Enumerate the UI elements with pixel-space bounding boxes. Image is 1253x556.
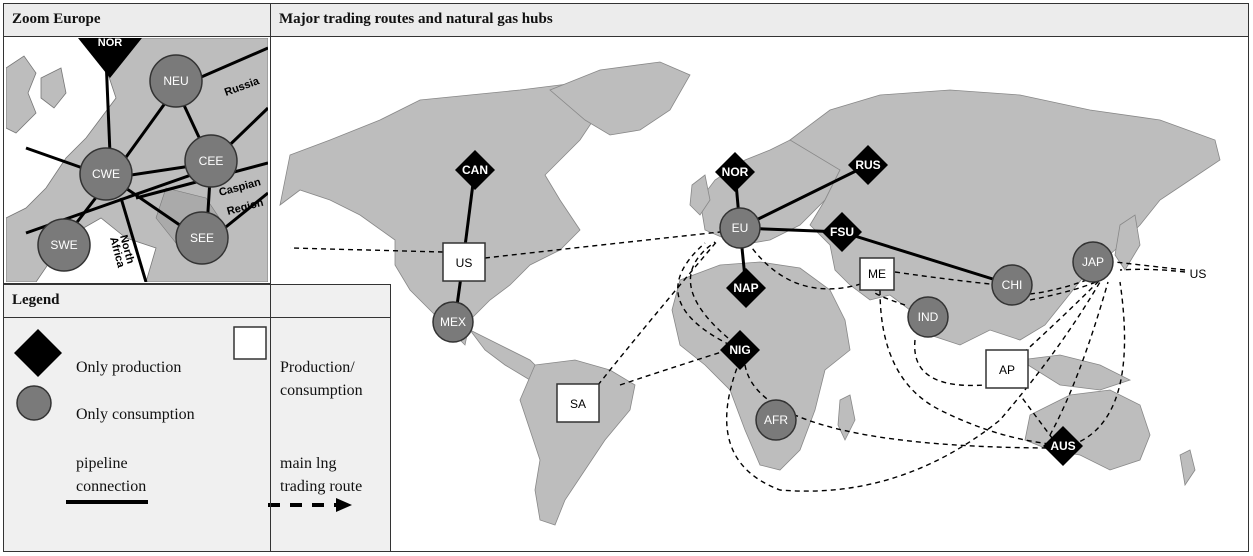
legend-lng-line2: trading route [280,478,363,495]
zoom-europe-map: NOR NEU CWE CEE SWE SEE Russia Caspian R… [6,38,268,282]
zoom-cee-node [184,134,238,188]
zoom-cwe-label: CWE [92,167,120,181]
zoom-nor-label: NOR [98,38,123,49]
zoom-swe-label: SWE [50,238,77,252]
main-map-title: Major trading routes and natural gas hub… [271,4,1248,37]
zoom-see-node [175,211,229,265]
zoom-cee-label: CEE [199,154,224,168]
legend-prodcons-square [233,326,267,360]
legend-prodcons-line2: consumption [280,382,363,399]
legend-lng-line1: main lng [280,455,337,472]
legend-only-consumption: Only consumption [76,406,195,423]
legend-lng-arrowhead [336,498,352,512]
legend-prodcons-line1: Production/ [280,359,355,376]
main-map-panel: Major trading routes and natural gas hub… [270,3,1249,552]
zoom-europe-title: Zoom Europe [4,4,270,37]
legend-symbols [14,326,352,512]
legend-only-production: Only production [76,359,182,376]
legend-production-diamond [14,329,62,377]
zoom-neu-node [149,54,203,108]
zoom-nor-diamond [78,38,142,78]
zoom-see-label: SEE [190,231,214,245]
legend-pipeline-line1: pipeline [76,455,128,472]
zoom-europe-panel: Zoom Europe NOR NEU CW [3,3,271,284]
zoom-neu-label: NEU [163,74,188,88]
legend-consumption-circle [16,385,52,421]
legend-pipeline-line2: connection [76,478,147,495]
zoom-cwe-node [79,147,133,201]
zoom-swe-node [37,218,91,272]
